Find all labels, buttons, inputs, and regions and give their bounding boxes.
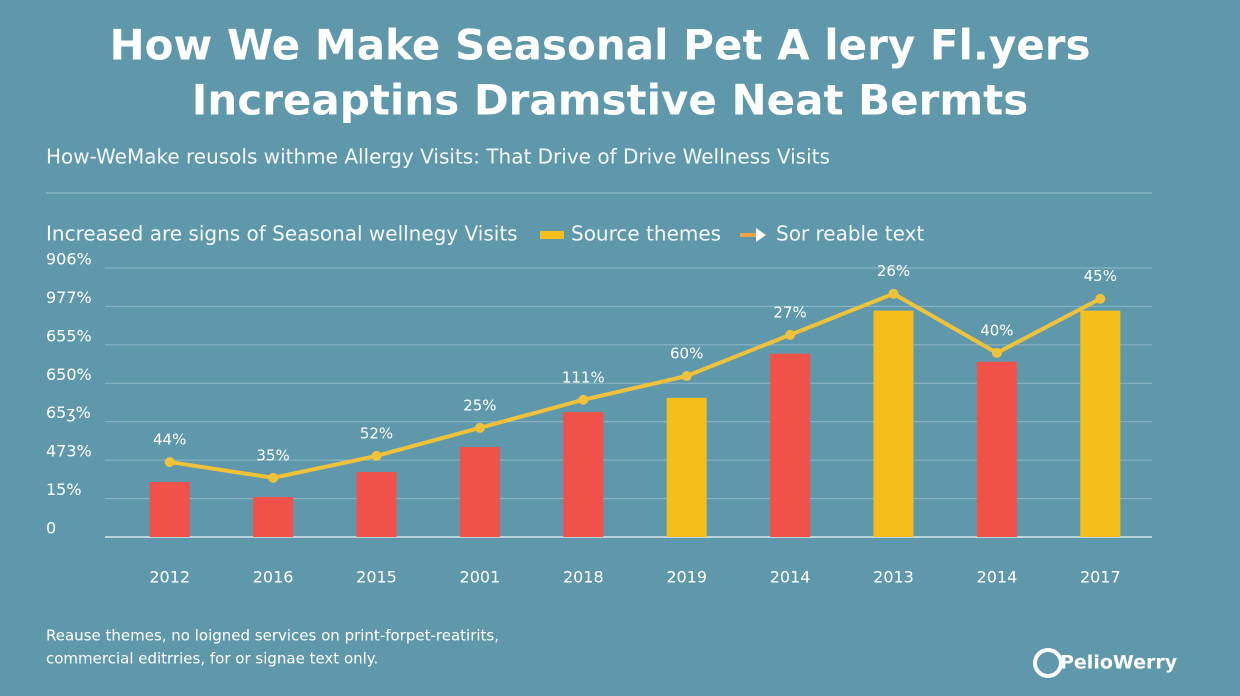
value-label: 45% <box>1084 267 1117 285</box>
value-label: 60% <box>670 344 703 362</box>
y-tick-label: 0 <box>46 519 56 538</box>
line-point <box>371 450 382 461</box>
x-tick-label: 2018 <box>563 568 604 587</box>
bar <box>563 412 604 537</box>
x-tick-label: 2001 <box>460 568 501 587</box>
bar <box>253 497 294 537</box>
line-point <box>578 394 589 405</box>
y-tick-label: 473% <box>46 442 92 461</box>
x-tick-label: 2014 <box>770 568 811 587</box>
line-point <box>888 288 899 299</box>
chart-subtitle: How-WeMake reusols withme Allergy Visits… <box>46 145 830 169</box>
bar <box>149 482 190 537</box>
line-point <box>268 472 279 483</box>
legend-label: Sor reable text <box>776 222 924 246</box>
bar <box>976 361 1017 537</box>
value-label: 52% <box>360 424 393 442</box>
y-tick-label: 906% <box>46 250 92 269</box>
chart-title: Increaptins Dramstive Neat Bermts <box>192 76 1028 125</box>
line <box>169 291 1102 480</box>
value-label: 27% <box>773 303 806 321</box>
value-label: 44% <box>153 431 186 449</box>
bar <box>356 472 397 537</box>
footnote: commercial editrries, for or signae text… <box>46 650 378 668</box>
value-label: 40% <box>980 321 1013 339</box>
x-tick-label: 2012 <box>149 568 190 587</box>
bar <box>873 310 914 537</box>
logo: PelioWerry <box>1060 652 1178 674</box>
line-point <box>164 457 175 468</box>
x-tick-label: 2013 <box>873 568 914 587</box>
value-label: 35% <box>256 446 289 464</box>
x-tick-label: 2014 <box>977 568 1018 587</box>
bar <box>459 447 500 537</box>
chart-title: How We Make Seasonal Pet A lery Fl.yers <box>110 21 1091 70</box>
line-point <box>785 329 796 340</box>
value-label: 26% <box>877 262 910 280</box>
y-tick-label: 15% <box>46 480 82 499</box>
line-point <box>991 347 1002 358</box>
line-point <box>474 422 485 433</box>
line-point <box>1095 293 1106 304</box>
legend-arrow <box>756 228 766 242</box>
x-tick-label: 2019 <box>666 568 707 587</box>
chart-caption: Increased are signs of Seasonal wellnegy… <box>46 222 518 246</box>
legend-swatch <box>540 231 564 239</box>
value-label: 111% <box>562 368 605 386</box>
bar <box>666 397 707 537</box>
line-point <box>681 370 692 381</box>
x-tick-label: 2015 <box>356 568 397 587</box>
y-tick-label: 655% <box>46 326 92 345</box>
footnote: Reause themes, no loigned services on pr… <box>46 627 499 645</box>
y-tick-label: 65ʒ% <box>46 403 91 422</box>
logo-icon <box>1033 648 1063 678</box>
x-tick-label: 2017 <box>1080 568 1121 587</box>
value-label: 25% <box>463 396 496 414</box>
y-tick-label: 977% <box>46 288 92 307</box>
bar <box>770 353 811 537</box>
legend-label: Source themes <box>571 222 721 246</box>
bar <box>1080 310 1121 537</box>
y-tick-label: 650% <box>46 365 92 384</box>
x-tick-label: 2016 <box>253 568 294 587</box>
